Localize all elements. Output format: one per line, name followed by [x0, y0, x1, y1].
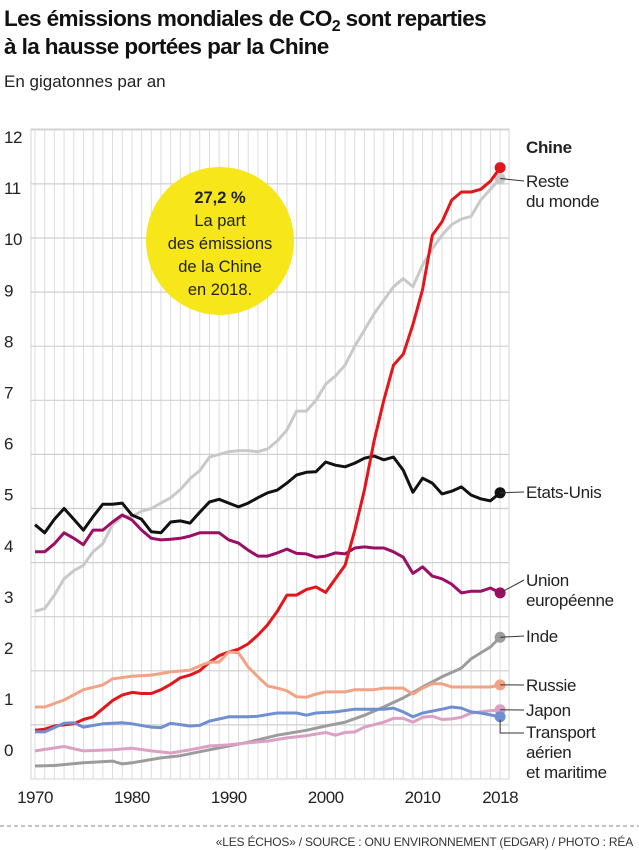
series-label-transport-aerien-et-maritime: et maritime [526, 763, 607, 782]
grid [30, 128, 510, 780]
chart-subtitle: En gigatonnes par an [4, 72, 166, 91]
y-tick-label: 7 [4, 384, 13, 403]
label-leader [500, 177, 525, 182]
callout-circle [146, 167, 294, 315]
callout-line: de la Chine [178, 258, 261, 276]
series-line-japon [34, 708, 501, 755]
x-tick-label: 2000 [308, 788, 344, 807]
y-tick-label: 11 [4, 179, 21, 198]
x-tick-label: 2018 [482, 788, 518, 807]
x-tick-label: 1980 [114, 788, 150, 807]
series-label-etats-unis: Etats-Unis [526, 483, 601, 502]
series-end-dot-chine [494, 162, 506, 174]
series-line-russie [35, 650, 501, 709]
series-label-union-europeenne: européenne [526, 591, 614, 610]
label-leader [499, 719, 524, 734]
source-footer: «LES ÉCHOS» / SOURCE : ONU ENVIRONNEMENT… [216, 834, 633, 849]
series-line-etats-unis [34, 454, 502, 535]
callout-line: des émissions [168, 235, 273, 253]
y-tick-label: 0 [4, 741, 13, 760]
series-label-transport-aerien-et-maritime: aérien [526, 743, 571, 762]
series-lines [34, 162, 506, 768]
series-line-inde [34, 636, 502, 768]
y-tick-label: 4 [4, 537, 13, 556]
series-label-reste-du-monde: Reste [526, 172, 569, 191]
y-tick-label: 3 [4, 588, 13, 607]
y-tick-label: 6 [4, 435, 13, 454]
series-label-russie: Russie [526, 676, 576, 695]
y-tick-label: 8 [4, 332, 13, 351]
callout-bubble: 27,2 % La part des émissions de la Chine… [146, 167, 294, 315]
series-line-reste-du-monde [34, 177, 502, 613]
y-tick-label: 12 [4, 128, 22, 147]
x-tick-label: 1970 [17, 788, 53, 807]
chart-title-line1: Les émissions mondiales de CO2 sont repa… [4, 6, 486, 35]
y-tick-label: 5 [4, 486, 13, 505]
callout-value: 27,2 % [194, 189, 246, 207]
callout-line: en 2018. [188, 281, 252, 299]
label-leader [499, 579, 525, 594]
x-axis-ticks: 1970 1980 1990 2000 2010 2018 [17, 788, 518, 807]
x-tick-label: 1990 [211, 788, 247, 807]
series-end-dot-transport-aerien-et-maritime [494, 711, 506, 723]
label-leader [500, 635, 525, 638]
y-tick-label: 10 [4, 230, 22, 249]
callout-line: La part [194, 212, 246, 230]
series-line-chine [34, 166, 502, 732]
y-tick-label: 9 [4, 281, 13, 300]
series-line-transport-aerien-et-maritime [35, 705, 501, 734]
series-label-reste-du-monde: du monde [526, 192, 599, 211]
label-leader [500, 491, 525, 494]
y-tick-label: 2 [4, 639, 13, 658]
series-label-chine: Chine [526, 138, 572, 157]
series-line-union-europeenne [35, 513, 501, 595]
chart-title-line2: à la hausse portées par la Chine [4, 34, 329, 59]
series-label-transport-aerien-et-maritime: Transport [526, 723, 596, 742]
y-tick-label: 1 [4, 690, 13, 709]
series-label-japon: Japon [526, 701, 571, 720]
series-label-union-europeenne: Union [526, 571, 569, 590]
series-label-inde: Inde [526, 627, 558, 646]
x-tick-label: 2010 [405, 788, 441, 807]
